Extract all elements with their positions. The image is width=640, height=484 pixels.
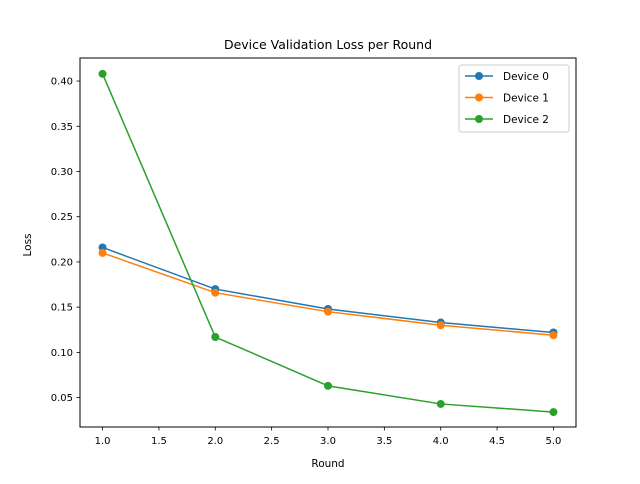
y-tick-label: 0.10 bbox=[51, 348, 73, 359]
y-axis-label: Loss bbox=[22, 233, 34, 256]
x-tick-label: 2.5 bbox=[264, 436, 280, 447]
series-line bbox=[102, 252, 554, 336]
legend-label: Device 2 bbox=[503, 114, 549, 126]
data-point bbox=[436, 321, 445, 330]
data-point bbox=[211, 333, 220, 342]
y-tick-label: 0.35 bbox=[51, 122, 73, 133]
series-1 bbox=[98, 248, 558, 340]
data-point bbox=[436, 399, 445, 408]
legend-marker bbox=[475, 115, 483, 123]
legend: Device 0 Device 1 Device 2 bbox=[458, 64, 570, 133]
data-point bbox=[549, 331, 558, 340]
plot-frame bbox=[79, 57, 577, 428]
y-tick-label: 0.30 bbox=[51, 167, 73, 178]
legend-entry-0: Device 0 bbox=[465, 71, 549, 83]
series-line bbox=[102, 246, 554, 334]
legend-label: Device 1 bbox=[503, 93, 549, 105]
y-tick-label: 0.15 bbox=[51, 303, 73, 314]
data-point bbox=[98, 69, 107, 78]
y-tick-label: 0.05 bbox=[51, 393, 73, 404]
data-point bbox=[211, 288, 220, 297]
x-axis-label: Round bbox=[311, 458, 344, 470]
x-tick-label: 2.0 bbox=[207, 436, 223, 447]
chart-title: Device Validation Loss per Round bbox=[224, 37, 432, 52]
x-tick-label: 1.0 bbox=[95, 436, 111, 447]
data-point bbox=[324, 307, 332, 316]
x-tick-label: 3.5 bbox=[376, 436, 392, 447]
series-0 bbox=[98, 243, 558, 337]
legend-box bbox=[458, 64, 570, 133]
series-2 bbox=[98, 69, 558, 417]
y-tick-label: 0.20 bbox=[51, 257, 73, 268]
data-point bbox=[549, 408, 558, 417]
x-tick-label: 4.0 bbox=[433, 436, 449, 447]
x-tick-label: 1.5 bbox=[151, 436, 167, 447]
legend-entry-1: Device 1 bbox=[465, 93, 549, 105]
legend-marker bbox=[475, 72, 483, 80]
legend-label: Device 0 bbox=[503, 71, 549, 83]
plot-series bbox=[98, 69, 558, 417]
y-tick-label: 0.40 bbox=[51, 77, 73, 88]
x-tick-label: 3.0 bbox=[320, 436, 336, 447]
data-point bbox=[324, 381, 332, 390]
legend-marker bbox=[475, 93, 483, 102]
data-point bbox=[98, 248, 107, 257]
legend-entry-2: Device 2 bbox=[465, 114, 549, 126]
x-tick-label: 5.0 bbox=[546, 436, 562, 447]
x-tick-label: 4.5 bbox=[489, 436, 505, 447]
axis-ticks: 1.0 1.5 2.0 2.5 3.0 3.5 4.0 4.5 5.0 0.05 0.10 0.15 0… bbox=[51, 77, 562, 447]
y-tick-label: 0.25 bbox=[51, 212, 73, 223]
